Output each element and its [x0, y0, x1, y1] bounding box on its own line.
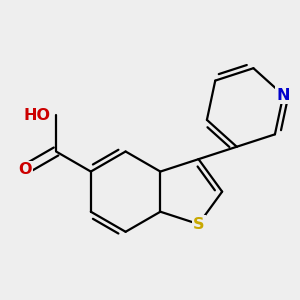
Text: N: N: [277, 88, 290, 103]
Text: S: S: [193, 217, 204, 232]
Text: O: O: [18, 162, 32, 177]
Text: HO: HO: [24, 108, 51, 123]
